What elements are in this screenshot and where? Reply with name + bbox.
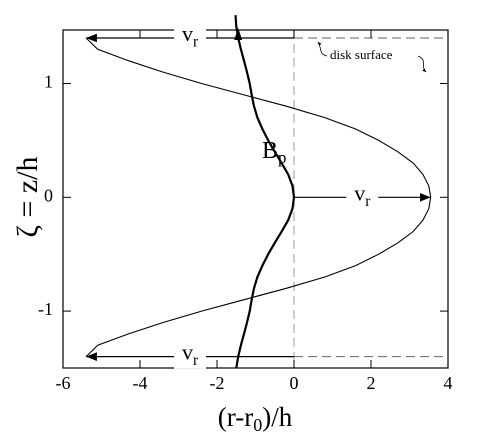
x-axis-label: (r-r0)/h [218,402,293,435]
x-axis-label-text: (r-r [218,402,253,432]
x-tick-label: -2 [210,373,225,393]
label-background [346,185,379,210]
annotation: disk surface [330,47,393,62]
series-label-name: v [182,21,193,46]
series-label-sub: r [365,192,370,209]
series-label-sub: p [278,148,286,167]
x-tick-label: 2 [367,373,376,393]
series-label-name: v [354,180,365,205]
x-tick-label: 4 [444,373,453,393]
series-line [85,37,432,357]
label-background [174,25,207,50]
series-label: vr [182,21,198,50]
x-tick-label: 0 [290,373,299,393]
annotation-arrow [317,41,328,57]
x-axis-label-tail: )/h [262,402,292,432]
series-label-sub: r [193,33,198,50]
arrowhead [234,28,243,40]
x-tick-label: -4 [133,373,148,393]
series-label-sub: r [193,352,198,369]
y-tick-label: 0 [44,185,53,205]
plot-frame [62,29,449,369]
series-line [234,15,296,369]
y-tick-label: -1 [38,299,53,319]
y-axis-label: ζ = z/h [11,157,44,238]
label-background [174,344,207,369]
series-label-name: v [182,340,193,365]
series-label: vr [182,340,198,369]
series-label: Bp [262,137,286,167]
series-label-name: B [262,137,278,163]
x-axis-label-sub: 0 [253,415,262,435]
annotation-arrow [417,55,427,73]
series-label: vr [354,180,370,209]
x-tick-label: -6 [56,373,71,393]
y-tick-label: 1 [44,72,53,92]
